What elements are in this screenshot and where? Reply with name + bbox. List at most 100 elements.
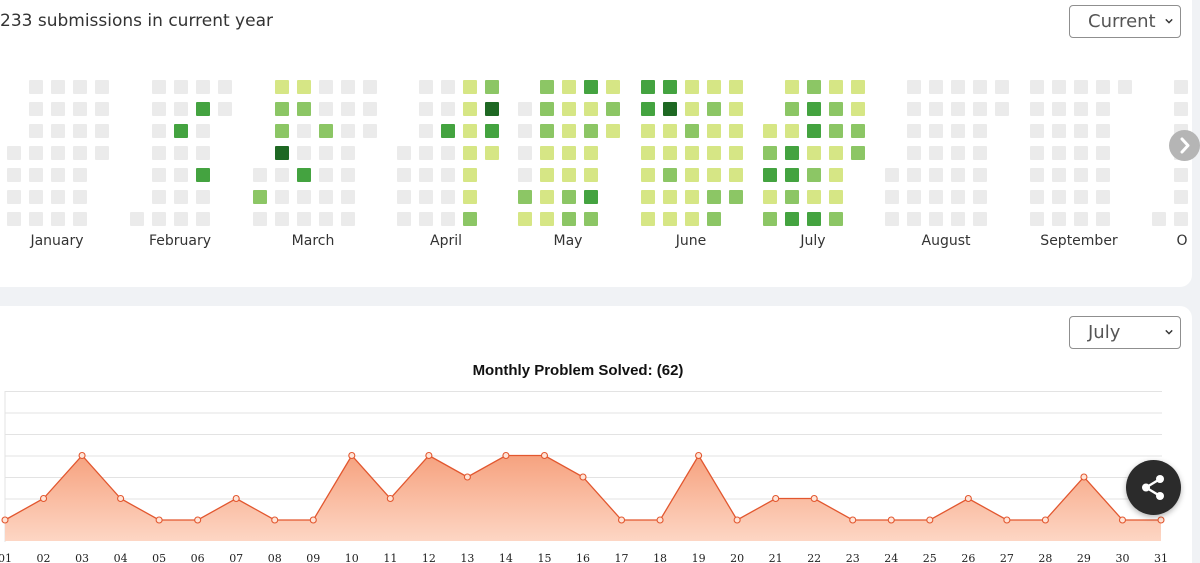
heatmap-cell[interactable] bbox=[851, 102, 865, 116]
heatmap-cell[interactable] bbox=[397, 168, 411, 182]
heatmap-cell[interactable] bbox=[73, 80, 87, 94]
heatmap-cell[interactable] bbox=[763, 168, 777, 182]
heatmap-cell[interactable] bbox=[685, 124, 699, 138]
heatmap-cell[interactable] bbox=[973, 80, 987, 94]
data-point[interactable] bbox=[772, 494, 780, 503]
heatmap-cell[interactable] bbox=[174, 124, 188, 138]
heatmap-cell[interactable] bbox=[606, 102, 620, 116]
heatmap-cell[interactable] bbox=[174, 168, 188, 182]
heatmap-cell[interactable] bbox=[807, 212, 821, 226]
heatmap-cell[interactable] bbox=[152, 212, 166, 226]
heatmap-cell[interactable] bbox=[685, 80, 699, 94]
heatmap-cell[interactable] bbox=[763, 146, 777, 160]
heatmap-cell[interactable] bbox=[1118, 80, 1132, 94]
heatmap-cell[interactable] bbox=[929, 168, 943, 182]
heatmap-cell[interactable] bbox=[1096, 146, 1110, 160]
heatmap-cell[interactable] bbox=[485, 80, 499, 94]
heatmap-cell[interactable] bbox=[785, 168, 799, 182]
heatmap-cell[interactable] bbox=[885, 190, 899, 204]
heatmap-cell[interactable] bbox=[951, 146, 965, 160]
heatmap-cell[interactable] bbox=[584, 146, 598, 160]
heatmap-cell[interactable] bbox=[463, 190, 477, 204]
heatmap-cell[interactable] bbox=[275, 80, 289, 94]
heatmap-cell[interactable] bbox=[1030, 102, 1044, 116]
heatmap-cell[interactable] bbox=[196, 146, 210, 160]
heatmap-cell[interactable] bbox=[419, 102, 433, 116]
heatmap-cell[interactable] bbox=[441, 80, 455, 94]
heatmap-cell[interactable] bbox=[907, 212, 921, 226]
heatmap-cell[interactable] bbox=[1052, 146, 1066, 160]
heatmap-cell[interactable] bbox=[1052, 124, 1066, 138]
heatmap-cell[interactable] bbox=[518, 168, 532, 182]
heatmap-cell[interactable] bbox=[196, 102, 210, 116]
heatmap-cell[interactable] bbox=[29, 212, 43, 226]
heatmap-cell[interactable] bbox=[485, 146, 499, 160]
heatmap-cell[interactable] bbox=[1074, 212, 1088, 226]
heatmap-cell[interactable] bbox=[174, 102, 188, 116]
heatmap-cell[interactable] bbox=[641, 146, 655, 160]
heatmap-cell[interactable] bbox=[341, 146, 355, 160]
heatmap-cell[interactable] bbox=[441, 146, 455, 160]
heatmap-cell[interactable] bbox=[929, 80, 943, 94]
data-point[interactable] bbox=[695, 451, 703, 460]
heatmap-cell[interactable] bbox=[584, 190, 598, 204]
heatmap-cell[interactable] bbox=[584, 168, 598, 182]
heatmap-cell[interactable] bbox=[319, 212, 333, 226]
heatmap-cell[interactable] bbox=[397, 146, 411, 160]
data-point[interactable] bbox=[1118, 516, 1127, 524]
heatmap-cell[interactable] bbox=[663, 124, 677, 138]
heatmap-cell[interactable] bbox=[951, 190, 965, 204]
heatmap-cell[interactable] bbox=[729, 80, 743, 94]
heatmap-cell[interactable] bbox=[685, 190, 699, 204]
data-point[interactable] bbox=[309, 516, 317, 524]
heatmap-cell[interactable] bbox=[663, 80, 677, 94]
heatmap-cell[interactable] bbox=[763, 124, 777, 138]
heatmap-cell[interactable] bbox=[174, 80, 188, 94]
heatmap-cell[interactable] bbox=[218, 80, 232, 94]
heatmap-cell[interactable] bbox=[995, 102, 1009, 116]
heatmap-cell[interactable] bbox=[1052, 190, 1066, 204]
data-point[interactable] bbox=[810, 494, 818, 503]
heatmap-cell[interactable] bbox=[641, 102, 655, 116]
heatmap-cell[interactable] bbox=[707, 124, 721, 138]
heatmap-cell[interactable] bbox=[1052, 102, 1066, 116]
heatmap-cell[interactable] bbox=[951, 80, 965, 94]
heatmap-cell[interactable] bbox=[441, 212, 455, 226]
heatmap-cell[interactable] bbox=[51, 212, 65, 226]
heatmap-cell[interactable] bbox=[663, 190, 677, 204]
heatmap-cell[interactable] bbox=[829, 102, 843, 116]
heatmap-cell[interactable] bbox=[851, 80, 865, 94]
heatmap-cell[interactable] bbox=[584, 124, 598, 138]
heatmap-cell[interactable] bbox=[951, 212, 965, 226]
heatmap-cell[interactable] bbox=[341, 168, 355, 182]
heatmap-cell[interactable] bbox=[641, 212, 655, 226]
heatmap-cell[interactable] bbox=[707, 102, 721, 116]
heatmap-cell[interactable] bbox=[463, 124, 477, 138]
data-point[interactable] bbox=[1041, 516, 1049, 524]
heatmap-cell[interactable] bbox=[829, 190, 843, 204]
heatmap-cell[interactable] bbox=[29, 146, 43, 160]
heatmap-cell[interactable] bbox=[363, 124, 377, 138]
heatmap-cell[interactable] bbox=[319, 124, 333, 138]
heatmap-cell[interactable] bbox=[441, 168, 455, 182]
heatmap-cell[interactable] bbox=[540, 80, 554, 94]
heatmap-cell[interactable] bbox=[73, 190, 87, 204]
heatmap-cell[interactable] bbox=[540, 102, 554, 116]
heatmap-cell[interactable] bbox=[29, 168, 43, 182]
heatmap-cell[interactable] bbox=[562, 124, 576, 138]
heatmap-cell[interactable] bbox=[297, 80, 311, 94]
heatmap-cell[interactable] bbox=[341, 80, 355, 94]
heatmap-cell[interactable] bbox=[584, 80, 598, 94]
data-point[interactable] bbox=[617, 516, 626, 524]
heatmap-cell[interactable] bbox=[1030, 124, 1044, 138]
heatmap-cell[interactable] bbox=[807, 168, 821, 182]
heatmap-cell[interactable] bbox=[785, 102, 799, 116]
share-button[interactable] bbox=[1126, 460, 1181, 515]
heatmap-cell[interactable] bbox=[685, 212, 699, 226]
heatmap-cell[interactable] bbox=[540, 168, 554, 182]
heatmap-cell[interactable] bbox=[297, 212, 311, 226]
data-point[interactable] bbox=[1003, 516, 1011, 524]
heatmap-cell[interactable] bbox=[29, 124, 43, 138]
heatmap-cell[interactable] bbox=[1030, 146, 1044, 160]
data-point[interactable] bbox=[964, 494, 972, 503]
